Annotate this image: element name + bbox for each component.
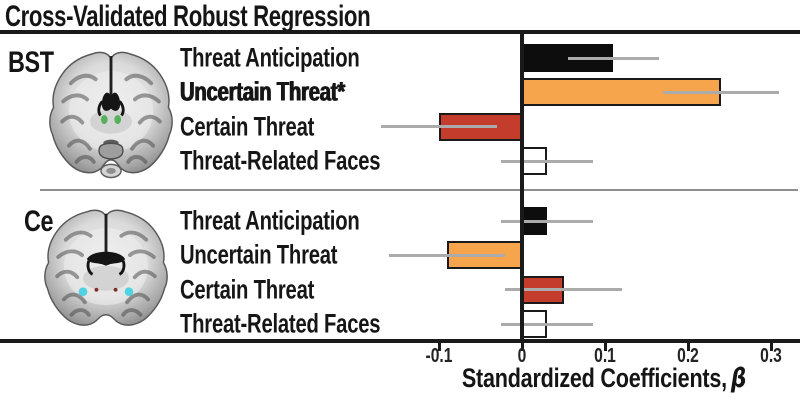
medial-speck xyxy=(94,287,99,292)
x-axis-tick-label: 0 xyxy=(517,345,527,367)
title-underline xyxy=(0,30,800,34)
ce-region-highlight xyxy=(124,287,134,296)
x-axis-tick-label: 0.2 xyxy=(677,345,699,367)
panel-label-ce: Ce xyxy=(24,205,54,238)
x-axis-line xyxy=(0,339,800,343)
error-bar-ce-certain-threat xyxy=(505,288,622,292)
error-bar-ce-threat-related-faces xyxy=(501,322,593,326)
beta-symbol: β xyxy=(730,363,747,394)
medial-speck xyxy=(113,287,118,292)
x-axis-tick xyxy=(686,343,690,351)
lateral-ventricles xyxy=(86,251,126,266)
error-bar-bst-threat-anticipation xyxy=(567,56,659,60)
brain-coronal-slice-bst-icon xyxy=(49,51,173,179)
midbrain-oval-core xyxy=(106,167,116,174)
panel-divider-line xyxy=(40,189,798,191)
subcortex-shading xyxy=(83,265,129,291)
figure-title: Cross-Validated Robust Regression xyxy=(5,0,371,33)
panel-label-bst: BST xyxy=(8,46,54,79)
x-axis-tick xyxy=(603,343,607,351)
brainstem xyxy=(98,142,124,160)
condition-label-bst-threat-related-faces: Threat-Related Faces xyxy=(180,145,381,176)
zero-axis-line xyxy=(520,34,524,339)
condition-label-bst-certain-threat: Certain Threat xyxy=(180,111,315,142)
x-axis-tick xyxy=(769,343,773,351)
error-bar-bst-threat-related-faces xyxy=(501,159,593,163)
bst-region-highlight xyxy=(100,114,108,125)
x-axis-tick-label: -0.1 xyxy=(425,345,453,367)
x-axis-tick-label: 0.1 xyxy=(594,345,616,367)
sulci-lines xyxy=(60,73,162,164)
condition-label-bst-threat-anticipation: Threat Anticipation xyxy=(180,42,360,73)
error-bar-ce-uncertain-threat xyxy=(389,253,506,257)
x-axis-tick xyxy=(437,343,441,351)
ventricle-wing xyxy=(86,260,94,276)
brain-coronal-slice-ce-icon xyxy=(44,209,168,326)
condition-label-ce-threat-related-faces: Threat-Related Faces xyxy=(180,308,381,339)
condition-label-ce-certain-threat: Certain Threat xyxy=(180,274,315,305)
condition-label-ce-threat-anticipation: Threat Anticipation xyxy=(180,205,360,236)
bst-region-highlight xyxy=(114,114,122,125)
lateral-ventricles xyxy=(101,92,121,111)
condition-label-ce-uncertain-threat: Uncertain Threat xyxy=(180,239,338,270)
error-bar-ce-threat-anticipation xyxy=(501,219,593,223)
x-axis-tick xyxy=(520,343,524,351)
x-axis-title-text: Standardized Coefficients, xyxy=(461,363,727,393)
x-axis-tick-label: 0.3 xyxy=(760,345,782,367)
condition-label-bst-uncertain-threat: Uncertain Threat* xyxy=(180,76,345,107)
sulci-lines xyxy=(55,230,157,317)
subcortex-shading xyxy=(89,109,133,134)
ventricle-wing xyxy=(97,100,104,117)
ventricle-wing xyxy=(118,260,126,276)
error-bar-bst-certain-threat xyxy=(380,125,498,129)
error-bar-bst-uncertain-threat xyxy=(663,90,780,94)
x-axis-title: Standardized Coefficients, β xyxy=(462,363,746,394)
ce-region-highlight xyxy=(78,287,88,296)
ventricle-wing xyxy=(118,100,125,117)
